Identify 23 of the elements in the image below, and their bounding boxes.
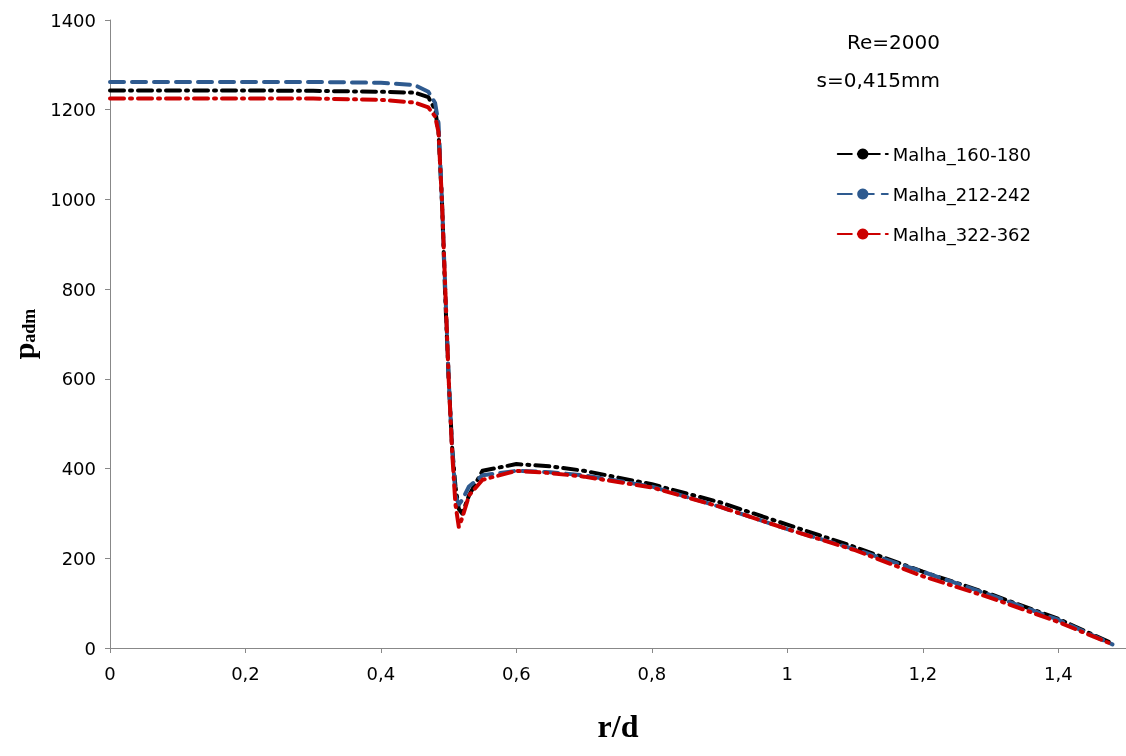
x-tick-label: 0,2 [231, 662, 260, 684]
x-tick-label: 0 [104, 662, 116, 684]
x-tick-label: 0,6 [502, 662, 531, 684]
annotation: s=0,415mm [816, 68, 941, 92]
y-tick-label: 1200 [50, 99, 96, 121]
y-tick-label: 200 [61, 547, 96, 569]
y-tick-label: 1400 [50, 9, 96, 31]
legend-label: Malha_322-362 [892, 223, 1032, 246]
x-tick-label: 1,2 [908, 662, 938, 684]
x-tick-label: 1,4 [1043, 662, 1073, 684]
y-tick-label: 600 [61, 368, 96, 390]
y-tick-label: 1000 [50, 188, 96, 210]
annotation: Re=2000 [847, 30, 941, 54]
x-tick-label: 0,4 [366, 662, 396, 684]
y-tick-label: 800 [61, 278, 96, 300]
legend-label: Malha_160-180 [892, 143, 1032, 166]
x-axis-title: r/d [597, 708, 639, 744]
y-axis-title: padm [6, 308, 40, 360]
legend-label: Malha_212-242 [892, 183, 1032, 206]
x-tick-label: 1 [781, 662, 794, 684]
y-tick-label: 0 [84, 637, 96, 659]
y-tick-label: 400 [61, 458, 96, 480]
x-tick-label: 0,8 [637, 662, 667, 684]
